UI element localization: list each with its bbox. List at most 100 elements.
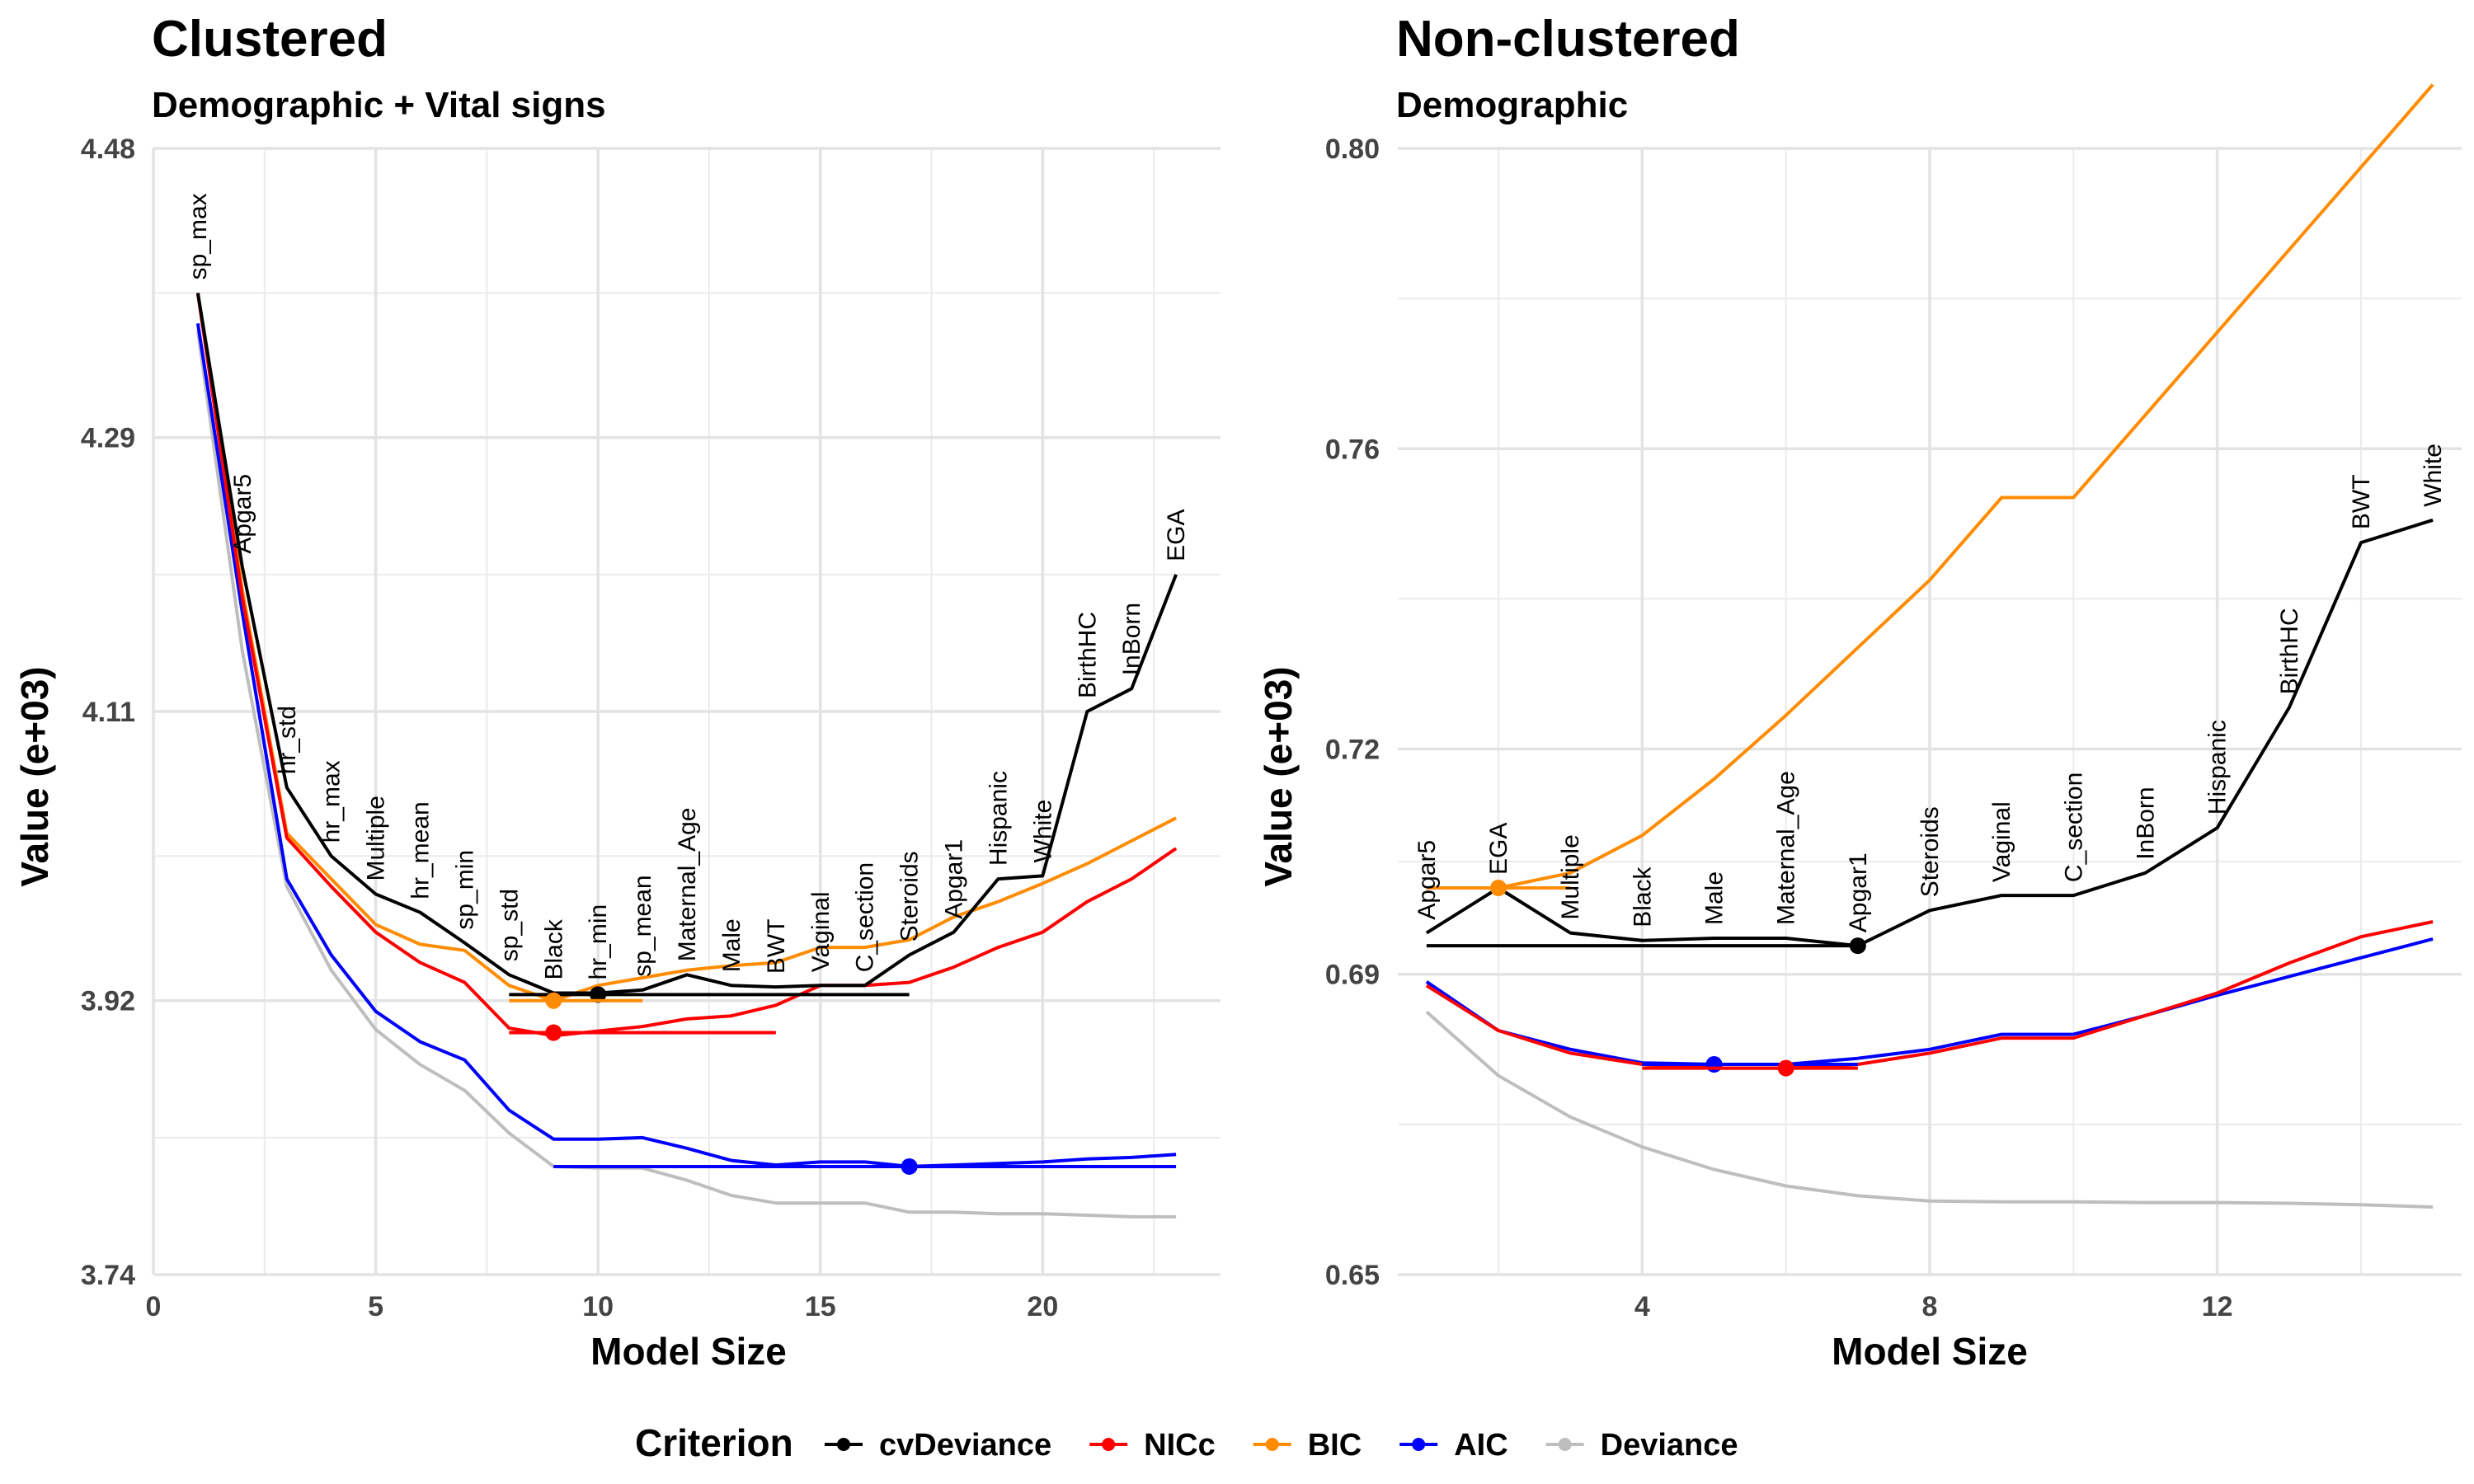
grid (1398, 147, 2462, 1276)
y-tick-label: 4.11 (82, 697, 135, 728)
x-tick-label: 4 (1634, 1291, 1650, 1322)
panel-non-clustered: Non-clustered Demographic Apgar5 EGA Multi… (1257, 11, 2462, 1373)
variable-label: White (2420, 444, 2447, 507)
minimum-lines (1426, 880, 1866, 1077)
variable-label: Multiple (1557, 834, 1584, 919)
variable-label: Male (718, 918, 745, 972)
series-line-deviance (195, 331, 1177, 1219)
variable-label: Hispanic (985, 771, 1012, 866)
variable-label: Apgar5 (229, 474, 256, 554)
variable-label: Vaginal (807, 891, 835, 972)
series-line-deviance (1425, 1010, 2434, 1209)
min-point-nicc (1777, 1059, 1794, 1077)
legend-swatch-dot (1265, 1438, 1279, 1451)
variable-label: White (1029, 800, 1056, 863)
variable-label: Maternal_Age (674, 808, 701, 962)
series-line-aic (195, 322, 1177, 1168)
x-tick-label: 20 (1027, 1291, 1058, 1322)
y-tick-label: 0.76 (1325, 434, 1380, 465)
legend-swatch-dot (837, 1438, 850, 1451)
min-point-bic (545, 992, 562, 1009)
variable-label: Apgar1 (1845, 852, 1872, 932)
variable-label: Steroids (896, 851, 924, 942)
variable-label: EGA (1485, 823, 1512, 875)
min-point-aic (901, 1158, 918, 1175)
legend-item-aic: AIC (1399, 1428, 1508, 1463)
min-point-cvdeviance (1849, 937, 1866, 955)
variable-label: BirthHC (2276, 608, 2303, 694)
y-tick-label: 3.74 (81, 1260, 135, 1291)
legend-swatch-dot (1412, 1438, 1426, 1451)
y-tick-label: 4.48 (81, 134, 135, 165)
legend-label: BIC (1308, 1428, 1362, 1463)
series-line-bic (1426, 83, 2434, 890)
variable-labels: Apgar5 EGA Multiple Black Male Maternal_Age Ap… (1413, 444, 2447, 932)
variable-label: Steroids (1917, 806, 1944, 897)
x-tick-label: 0 (146, 1291, 162, 1322)
x-tick-label: 8 (1922, 1291, 1938, 1322)
grid (152, 147, 1221, 1276)
y-axis-title: Value (e+03) (13, 666, 56, 886)
series-line-bic (195, 293, 1178, 1003)
variable-label: sp_std (496, 889, 523, 961)
variable-label: sp_max (185, 193, 212, 279)
variable-labels: sp_max Apgar5 hr_std hr_max Multiple hr_mean s… (185, 193, 1190, 979)
variable-label: Vaginal (1988, 801, 2015, 882)
x-tick-label: 12 (2202, 1291, 2233, 1322)
legend-swatch-dot (1102, 1438, 1116, 1451)
variable-label: Male (1701, 871, 1729, 925)
series-lines (1425, 83, 2434, 1209)
variable-label: BirthHC (1074, 612, 1101, 698)
y-tick-label: 0.65 (1325, 1260, 1380, 1291)
x-tick-label: 5 (368, 1291, 383, 1322)
series-line-nicc (1425, 920, 2434, 1070)
variable-label: C_section (852, 862, 879, 972)
series-line-cvdeviance (1425, 518, 2434, 948)
legend-item-cvdeviance: cvDeviance (825, 1428, 1051, 1463)
minimum-lines (509, 986, 1177, 1175)
variable-label: Apgar1 (941, 839, 968, 919)
x-tick-label: 10 (582, 1291, 614, 1322)
variable-label: Apgar5 (1413, 840, 1441, 920)
variable-label: InBorn (2133, 787, 2160, 859)
x-axis-title: Model Size (590, 1330, 787, 1373)
axis-ticks: 3.74 3.92 4.11 4.29 4.48 0 5 10 15 20 (81, 134, 1058, 1322)
panel-title: Non-clustered (1396, 11, 1740, 68)
min-point-nicc (545, 1024, 562, 1041)
variable-label: Maternal_Age (1773, 771, 1800, 925)
legend-title: Criterion (635, 1421, 793, 1464)
legend-label: Deviance (1601, 1428, 1738, 1463)
variable-label: Multiple (363, 796, 390, 881)
min-point-bic (1490, 880, 1507, 897)
variable-label: InBorn (1118, 603, 1145, 675)
variable-label: hr_min (585, 904, 612, 980)
legend-item-nicc: NICc (1089, 1428, 1216, 1463)
variable-label: sp_min (451, 850, 478, 930)
y-tick-label: 0.80 (1325, 134, 1380, 165)
legend-label: AIC (1454, 1428, 1507, 1463)
legend-label: cvDeviance (879, 1428, 1051, 1463)
variable-label: BWT (763, 918, 790, 974)
variable-label: EGA (1163, 510, 1190, 561)
series-lines (195, 293, 1178, 1219)
variable-label: Hispanic (2204, 720, 2232, 815)
variable-label: hr_max (318, 760, 346, 843)
legend-item-deviance: Deviance (1545, 1428, 1738, 1463)
series-line-nicc (195, 293, 1178, 1038)
variable-label: Black (540, 918, 567, 979)
y-tick-label: 4.29 (81, 423, 135, 454)
variable-label: Black (1629, 866, 1656, 927)
legend: Criterion cvDeviance NICc BIC AIC Deviance (635, 1421, 1738, 1464)
y-tick-label: 3.92 (81, 986, 135, 1017)
variable-label: C_section (2060, 773, 2087, 882)
variable-label: hr_std (274, 706, 301, 774)
panel-subtitle: Demographic (1396, 85, 1628, 125)
panel-subtitle: Demographic + Vital signs (152, 85, 606, 125)
series-line-aic (1425, 937, 2434, 1066)
panel-title: Clustered (152, 11, 388, 68)
variable-label: BWT (2348, 474, 2375, 529)
panel-clustered: Clustered Demographic + Vital signs sp_m… (13, 11, 1221, 1373)
series-line-cvdeviance (195, 293, 1178, 995)
y-axis-title: Value (e+03) (1257, 666, 1300, 886)
